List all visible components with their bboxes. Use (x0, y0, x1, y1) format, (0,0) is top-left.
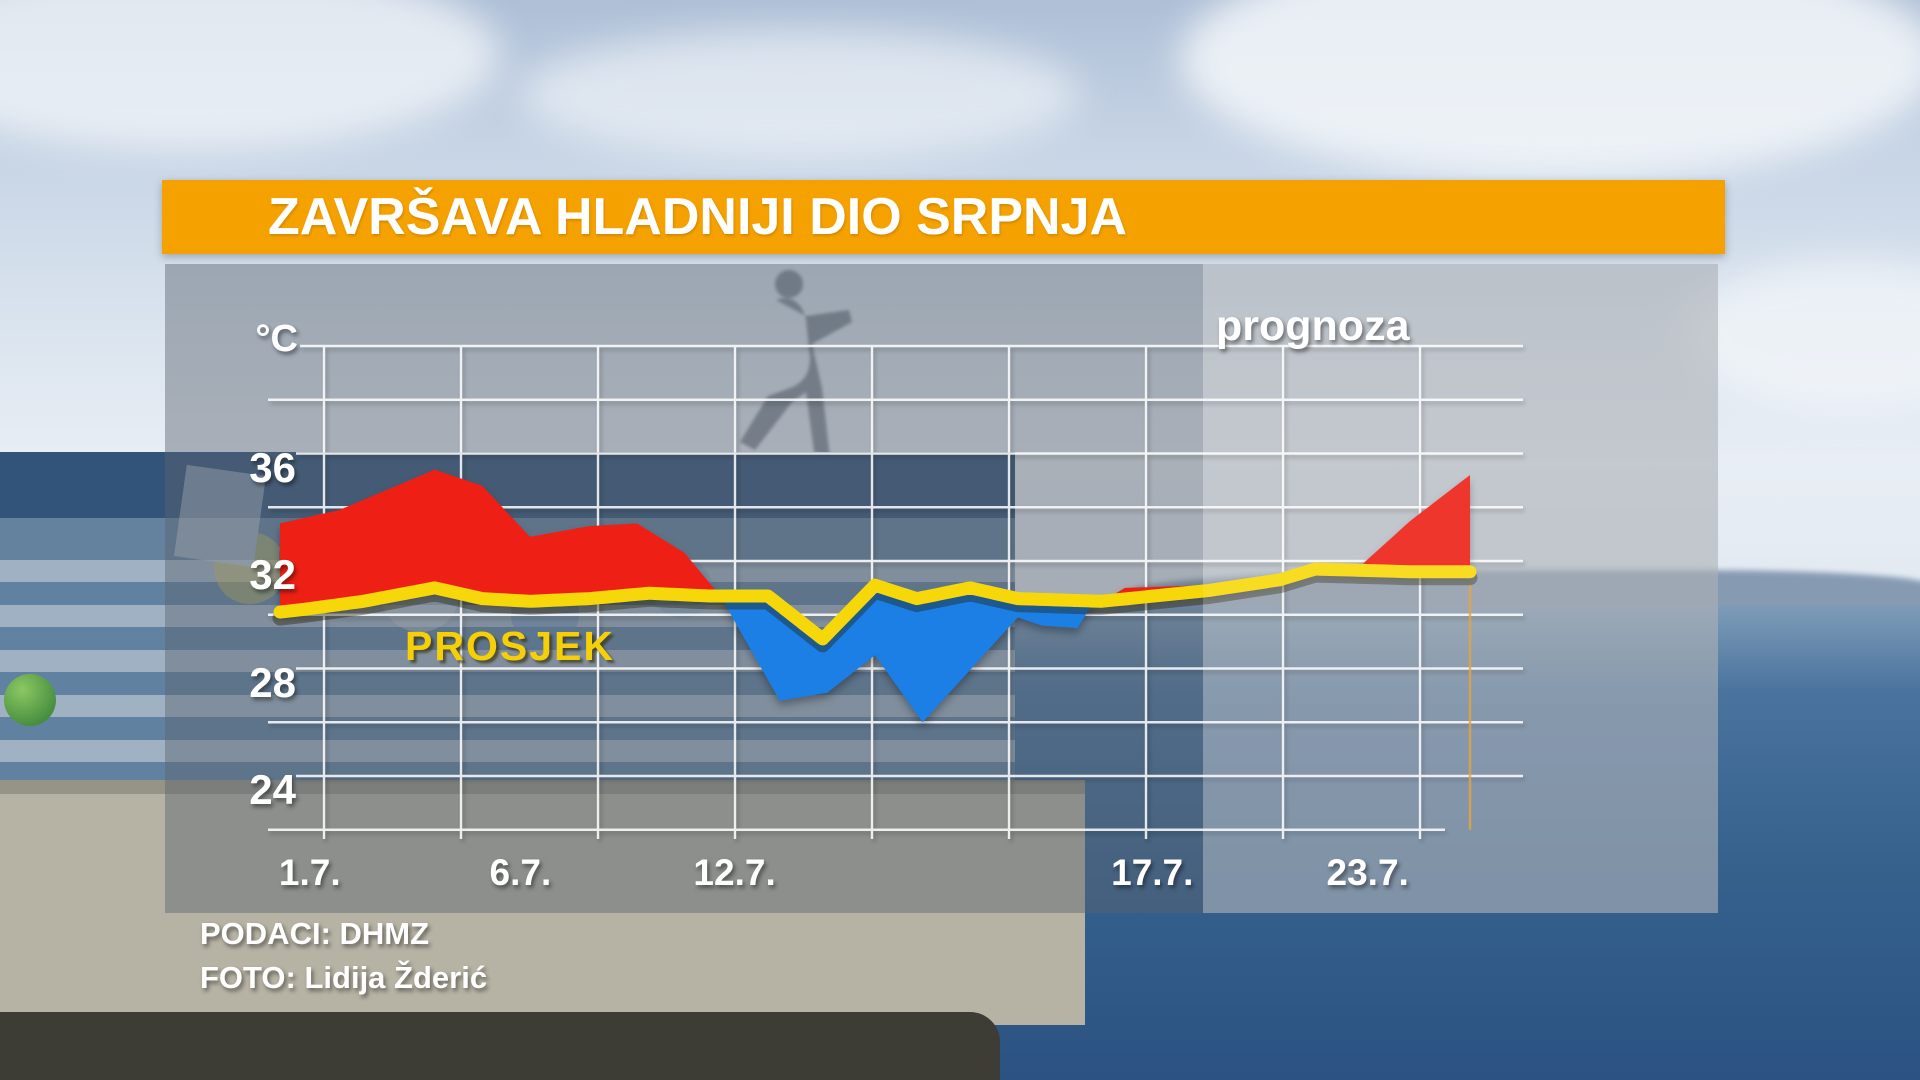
child-silhouette (740, 270, 852, 458)
rocks (0, 1012, 1000, 1080)
x-tick-label: 17.7. (1111, 852, 1194, 893)
average-line-label: PROSJEK (405, 623, 615, 669)
y-tick-label: 24 (249, 766, 296, 813)
y-tick-label: 32 (249, 551, 296, 598)
headline-title: ZAVRŠAVA HLADNIJI DIO SRPNJA (268, 188, 1128, 246)
cloud (520, 30, 1080, 160)
y-tick-label: 28 (249, 658, 296, 706)
forecast-wash (1203, 264, 1718, 913)
green-ball (4, 674, 56, 726)
x-tick-label: 12.7. (693, 852, 776, 893)
pier-edge (0, 780, 1085, 794)
headline-banner: ZAVRŠAVA HLADNIJI DIO SRPNJA (162, 180, 1725, 254)
forecast-label: prognoza (1216, 302, 1410, 350)
data-source-credit: PODACI: DHMZ (200, 916, 430, 951)
y-tick-label: 36 (249, 443, 296, 491)
graffiti-circle (214, 532, 286, 604)
pier-concrete (0, 780, 1085, 1025)
y-axis-unit-label: °C (255, 318, 298, 360)
x-tick-label: 6.7. (489, 852, 552, 893)
photo-credit: FOTO: Lidija Žderić (200, 960, 488, 995)
x-tick-label: 23.7. (1326, 852, 1409, 893)
x-tick-label: 1.7. (278, 852, 341, 893)
graffiti-logo (173, 464, 267, 568)
